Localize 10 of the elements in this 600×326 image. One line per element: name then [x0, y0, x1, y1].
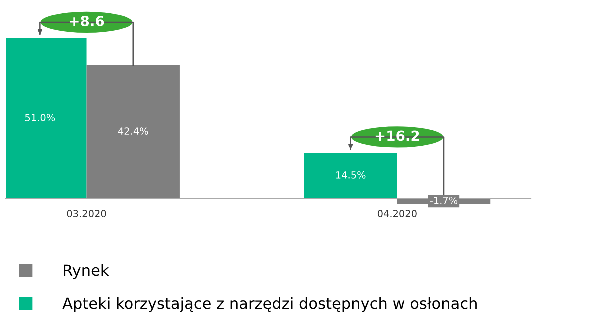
annotation: +16.2	[376, 130, 420, 142]
legend-label: Apteki korzystające z narzędzi dostępnych w osłonach	[62, 297, 477, 312]
text: +8.6	[70, 16, 104, 26]
data-label: -1.7%	[430, 196, 458, 204]
x-tick-label: 03.2020	[67, 210, 106, 218]
data-label: 14.5%	[336, 171, 366, 179]
data-label: 51.0%	[25, 114, 56, 122]
x-tick-label: 04.2020	[378, 210, 417, 218]
legend-label: Rynek	[64, 264, 110, 280]
data-label: 42.4%	[118, 128, 148, 135]
